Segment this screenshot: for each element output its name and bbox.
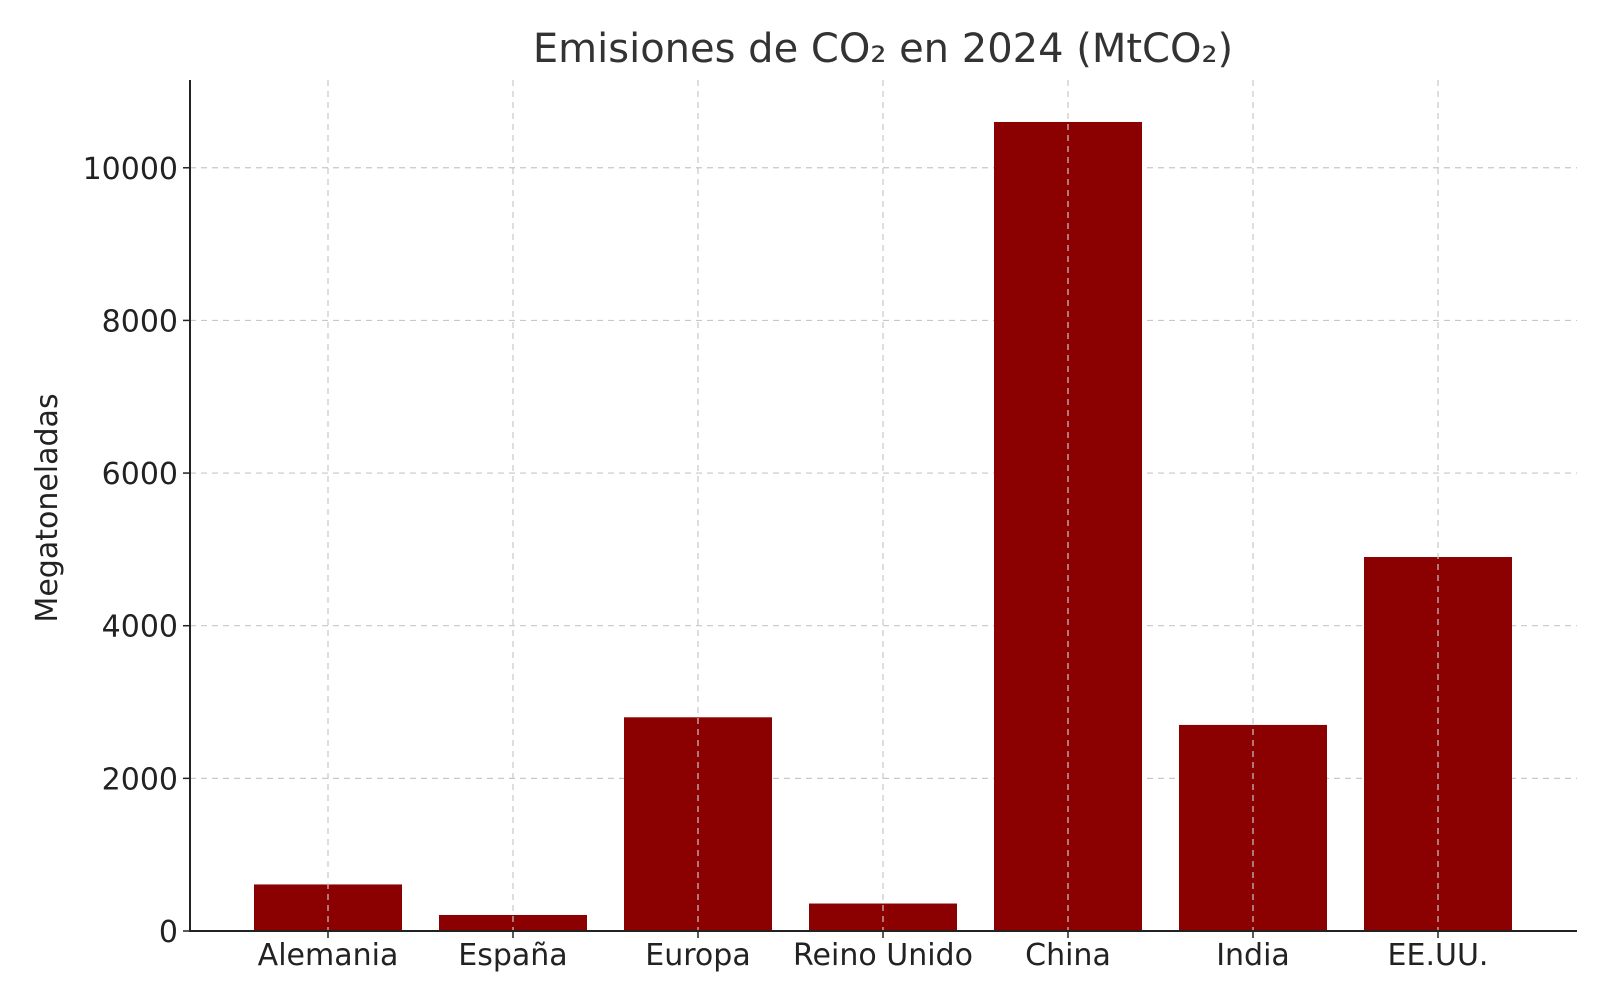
vertical-grid-lines (327, 80, 1439, 931)
y-axis-label: Megatoneladas (30, 393, 65, 622)
y-tick-label: 6000 (102, 457, 178, 492)
x-tick-labels: Alemania España Europa Reino Unido China Indi… (258, 931, 1489, 973)
x-tick-label: Reino Unido (793, 938, 973, 973)
grid-lines (190, 167, 1577, 779)
x-tick-label: España (458, 938, 567, 973)
x-tick-label: Alemania (258, 938, 399, 973)
x-tick-label: China (1025, 938, 1111, 973)
y-tick-label: 10000 (83, 152, 178, 187)
x-tick-label: EE.UU. (1388, 938, 1489, 973)
chart-title: Emisiones de CO₂ en 2024 (MtCO₂) (533, 26, 1233, 72)
y-tick-labels: 0 2000 4000 6000 8000 10000 (83, 152, 190, 950)
bar-españa (439, 914, 587, 931)
y-tick-label: 8000 (102, 304, 178, 339)
x-tick-label: Europa (645, 938, 750, 973)
y-tick-label: 0 (159, 915, 178, 950)
x-tick-label: India (1216, 938, 1290, 973)
y-tick-label: 2000 (102, 762, 178, 797)
y-tick-label: 4000 (102, 610, 178, 645)
